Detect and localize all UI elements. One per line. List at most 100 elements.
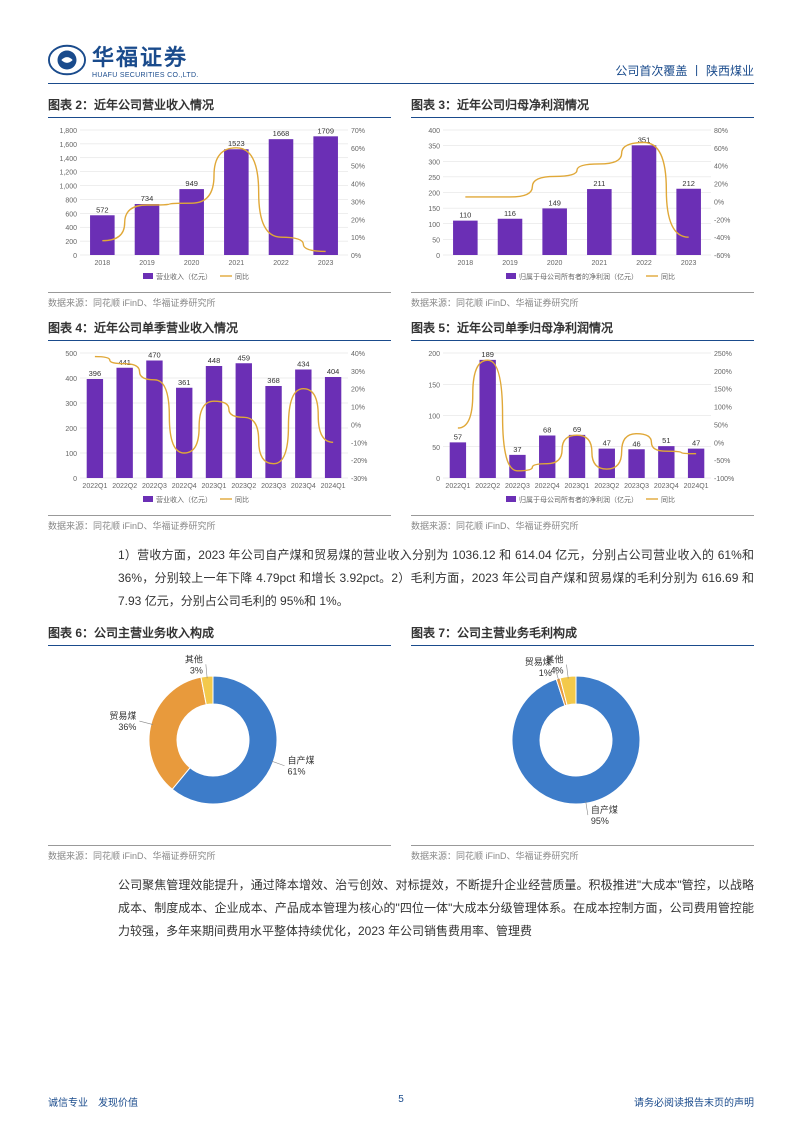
svg-text:95%: 95% (591, 816, 609, 826)
chart-6-block: 图表 6：公司主营业务收入构成 自产煤61%贸易煤36%其他3% 数据来源：同花… (48, 620, 391, 862)
svg-text:-30%: -30% (351, 476, 367, 483)
svg-text:57: 57 (454, 432, 462, 441)
svg-text:116: 116 (504, 209, 516, 218)
svg-text:-10%: -10% (351, 440, 367, 447)
svg-text:400: 400 (65, 376, 77, 383)
chart-2-block: 图表 2：近年公司营业收入情况 02004006008001,0001,2001… (48, 92, 391, 309)
svg-text:2022Q3: 2022Q3 (505, 483, 530, 490)
svg-text:-60%: -60% (714, 253, 730, 260)
chart-6-title: 图表 6：公司主营业务收入构成 (48, 620, 391, 646)
report-page: 华福证券 HUAFU SECURITIES CO.,LTD. 公司首次覆盖 丨 … (0, 0, 802, 1133)
chart-3-source: 数据来源：同花顺 iFinD、华福证券研究所 (411, 292, 754, 309)
svg-text:40%: 40% (714, 164, 728, 171)
paragraph-1: 1）营收方面，2023 年公司自产煤和贸易煤的营业收入分别为 1036.12 和… (48, 532, 754, 620)
svg-text:400: 400 (428, 128, 440, 135)
svg-text:自产煤: 自产煤 (288, 755, 315, 766)
svg-text:600: 600 (65, 211, 77, 218)
chart-5-block: 图表 5：近年公司单季归母净利润情况 050100150200-100%-50%… (411, 315, 754, 532)
svg-text:100: 100 (65, 451, 77, 458)
svg-text:150: 150 (428, 382, 440, 389)
logo-en-text: HUAFU SECURITIES CO.,LTD. (92, 72, 199, 79)
chart-5-source: 数据来源：同花顺 iFinD、华福证券研究所 (411, 515, 754, 532)
svg-text:800: 800 (65, 197, 77, 204)
svg-text:470: 470 (148, 351, 161, 360)
svg-text:400: 400 (65, 225, 77, 232)
svg-text:68: 68 (543, 426, 551, 435)
chart-2-title: 图表 2：近年公司营业收入情况 (48, 92, 391, 118)
svg-text:949: 949 (185, 179, 198, 188)
svg-text:2022Q2: 2022Q2 (475, 483, 500, 490)
svg-text:60%: 60% (351, 146, 365, 153)
svg-text:0%: 0% (351, 422, 361, 429)
svg-text:2020: 2020 (547, 260, 563, 267)
svg-text:2021: 2021 (592, 260, 608, 267)
header-right-text: 公司首次覆盖 丨 陕西煤业 (615, 62, 754, 79)
svg-text:212: 212 (682, 179, 695, 188)
footer-right: 请务必阅读报告末页的声明 (634, 1094, 754, 1109)
svg-text:2022Q4: 2022Q4 (172, 483, 197, 490)
svg-text:自产煤: 自产煤 (591, 804, 618, 815)
svg-text:459: 459 (238, 353, 251, 362)
svg-text:361: 361 (178, 378, 191, 387)
chart-4-block: 图表 4：近年公司单季营业收入情况 0100200300400500-30%-2… (48, 315, 391, 532)
svg-text:30%: 30% (351, 369, 365, 376)
svg-text:2023Q4: 2023Q4 (654, 483, 679, 490)
svg-text:40%: 40% (351, 351, 365, 358)
svg-text:同比: 同比 (661, 272, 675, 281)
svg-text:1,600: 1,600 (59, 142, 77, 149)
svg-text:2023Q3: 2023Q3 (624, 483, 649, 490)
svg-text:500: 500 (65, 351, 77, 358)
svg-text:1668: 1668 (273, 129, 290, 138)
svg-text:100: 100 (428, 414, 440, 421)
logo-icon (48, 41, 86, 79)
svg-text:2018: 2018 (95, 260, 111, 267)
svg-text:0%: 0% (351, 253, 361, 260)
svg-text:20%: 20% (714, 182, 728, 189)
svg-text:37: 37 (513, 445, 521, 454)
svg-text:40%: 40% (351, 182, 365, 189)
svg-text:200: 200 (428, 351, 440, 358)
chart-5-title: 图表 5：近年公司单季归母净利润情况 (411, 315, 754, 341)
svg-text:51: 51 (662, 436, 670, 445)
svg-text:1523: 1523 (228, 139, 245, 148)
svg-text:营业收入（亿元）: 营业收入（亿元） (156, 272, 212, 281)
svg-text:47: 47 (603, 439, 611, 448)
svg-text:其他: 其他 (545, 654, 563, 665)
svg-text:2023Q3: 2023Q3 (261, 483, 286, 490)
svg-text:61%: 61% (288, 767, 306, 777)
svg-text:36%: 36% (118, 722, 136, 732)
svg-text:396: 396 (89, 369, 102, 378)
chart-3-block: 图表 3：近年公司归母净利润情况 05010015020025030035040… (411, 92, 754, 309)
svg-text:10%: 10% (351, 405, 365, 412)
svg-text:同比: 同比 (235, 495, 249, 504)
svg-text:2022Q1: 2022Q1 (445, 483, 470, 490)
svg-text:100: 100 (428, 222, 440, 229)
paragraph-2: 公司聚焦管理效能提升，通过降本增效、治亏创效、对标提效，不断提升企业经营质量。积… (48, 862, 754, 950)
chart-2-source: 数据来源：同花顺 iFinD、华福证券研究所 (48, 292, 391, 309)
chart-3-svg: 050100150200250300350400-60%-40%-20%0%20… (411, 122, 754, 287)
svg-text:250: 250 (428, 175, 440, 182)
svg-text:其他: 其他 (185, 654, 203, 665)
svg-text:2019: 2019 (502, 260, 518, 267)
footer-page-num: 5 (398, 1094, 404, 1105)
svg-text:-20%: -20% (351, 458, 367, 465)
svg-text:2023: 2023 (681, 260, 697, 267)
chart-4-svg: 0100200300400500-30%-20%-10%0%10%20%30%4… (48, 345, 391, 510)
svg-text:1,200: 1,200 (59, 170, 77, 177)
svg-text:100%: 100% (714, 405, 732, 412)
svg-text:50: 50 (432, 445, 440, 452)
svg-text:2024Q1: 2024Q1 (321, 483, 346, 490)
svg-text:同比: 同比 (235, 272, 249, 281)
svg-text:80%: 80% (714, 128, 728, 135)
page-footer: 诚信专业 发现价值 5 请务必阅读报告末页的声明 (48, 1094, 754, 1109)
svg-text:2022Q1: 2022Q1 (82, 483, 107, 490)
svg-text:2020: 2020 (184, 260, 200, 267)
svg-text:30%: 30% (351, 199, 365, 206)
svg-text:150: 150 (428, 206, 440, 213)
svg-text:300: 300 (428, 159, 440, 166)
svg-text:2022: 2022 (273, 260, 289, 267)
svg-text:50%: 50% (351, 164, 365, 171)
svg-text:0: 0 (436, 476, 440, 483)
svg-text:10%: 10% (351, 235, 365, 242)
footer-left: 诚信专业 发现价值 (48, 1094, 138, 1109)
